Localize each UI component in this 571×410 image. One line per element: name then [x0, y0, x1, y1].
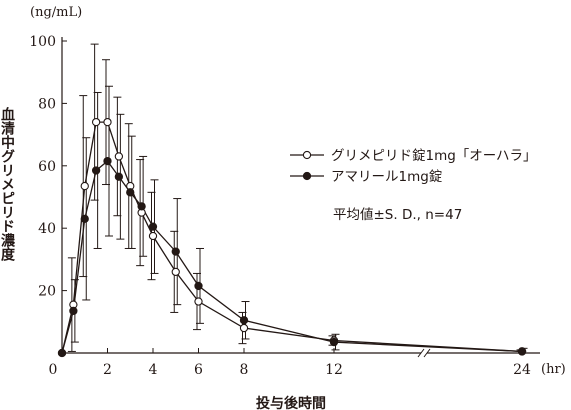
x-unit-label: (hr)	[541, 362, 566, 377]
filled-circle-point	[148, 222, 158, 231]
x-tick-label: 4	[149, 362, 158, 378]
legend: グリメピリド錠1mg「オーハラ」アマリール1mg錠	[290, 148, 537, 185]
open-circle-point	[171, 267, 180, 277]
filled-circle-point	[329, 337, 339, 347]
filled-circle-point	[69, 306, 78, 316]
axes	[61, 37, 540, 358]
open-circle-point	[103, 117, 112, 127]
filled-circle-point	[91, 166, 101, 175]
y-tick-label: 20	[38, 284, 56, 300]
filled-circle-point	[517, 347, 527, 356]
series-line	[61, 160, 523, 354]
filled-circle-point	[171, 247, 180, 256]
x-tick-label: 24	[513, 362, 531, 378]
open-circle-point	[114, 152, 124, 161]
open-circle-point	[239, 323, 249, 333]
y-tick-label: 60	[38, 159, 56, 175]
data-points	[57, 117, 527, 358]
filled-circle-point	[103, 156, 112, 166]
series-lines	[61, 121, 523, 354]
filled-circle-point	[239, 316, 249, 325]
legend-label: アマリール1mg錠	[331, 169, 443, 185]
legend-marker	[302, 171, 312, 181]
y-unit-label: (ng/mL)	[30, 5, 82, 20]
y-tick-label: 40	[38, 221, 56, 237]
x-tick-label: 8	[240, 362, 249, 378]
legend-marker	[302, 150, 312, 160]
legend-label: グリメピリド錠1mg「オーハラ」	[331, 148, 537, 164]
filled-circle-point	[137, 202, 146, 211]
stats-note: 平均値±S. D., n=47	[333, 207, 462, 223]
filled-circle-point	[114, 172, 124, 181]
filled-circle-point	[80, 214, 89, 223]
open-circle-point	[80, 181, 89, 191]
open-circle-point	[194, 297, 203, 306]
x-tick-label: 6	[194, 362, 203, 378]
y-tick-label: 100	[29, 34, 56, 50]
filled-circle-point	[57, 348, 67, 358]
x-tick-label: 12	[325, 362, 343, 378]
filled-circle-point	[194, 281, 203, 291]
y-tick-label: 80	[38, 96, 56, 112]
error-bars	[67, 43, 528, 354]
open-circle-point	[148, 231, 158, 241]
x-tick-label: 2	[103, 362, 112, 378]
y-axis-title: 血清中グリメピリド濃度	[0, 106, 15, 262]
x-axis-title: 投与後時間	[256, 395, 326, 410]
axis-break-mark	[417, 348, 431, 358]
open-circle-point	[91, 117, 101, 127]
x-tick-label: 0	[49, 362, 58, 378]
filled-circle-point	[126, 188, 135, 197]
